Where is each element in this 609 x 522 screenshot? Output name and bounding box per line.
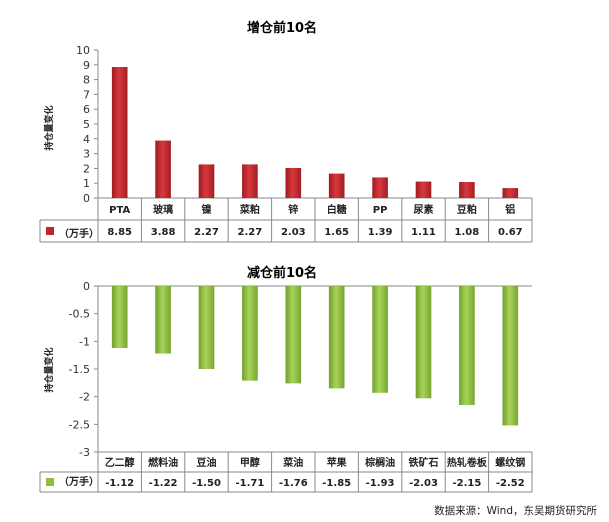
chart1-bar xyxy=(155,140,171,198)
chart1-value-label: 2.27 xyxy=(238,227,263,238)
chart1-plot: 012345678910PTA8.85玻璃3.88镍2.27菜粕2.27锌2.0… xyxy=(39,44,533,243)
chart2-category-label: 铁矿石 xyxy=(409,456,439,469)
chart1-unit-label: （万手） xyxy=(59,227,99,240)
chart1-category-label: 菜粕 xyxy=(239,203,260,216)
chart1-y-tick-label: 6 xyxy=(83,103,90,116)
chart2-value-label: -2.03 xyxy=(409,478,438,489)
chart2-y-tick-label: 0 xyxy=(83,280,90,293)
chart2-bar xyxy=(372,286,388,393)
chart2-bar xyxy=(285,286,302,384)
chart2-bar xyxy=(328,286,345,389)
chart1-value-label: 2.03 xyxy=(281,227,306,238)
chart1-value-label: 1.39 xyxy=(368,227,393,238)
chart2-y-tick-label: -3 xyxy=(79,446,90,459)
chart2-title: 减仓前10名 xyxy=(247,265,317,281)
chart2-value-label: -2.52 xyxy=(496,478,525,489)
source-note: 数据来源：Wind，东吴期货研究所 xyxy=(434,504,597,517)
chart2-value-label: -1.50 xyxy=(192,478,221,489)
chart1-y-tick-label: 2 xyxy=(83,162,90,175)
chart2-category-label: 螺纹钢 xyxy=(495,456,525,469)
chart2-category-label: 热轧卷板 xyxy=(447,456,488,469)
chart1-y-tick-label: 7 xyxy=(83,88,90,101)
chart2-value-label: -2.15 xyxy=(452,478,481,489)
chart1-bar xyxy=(328,173,345,198)
chart2-bar xyxy=(459,286,475,405)
chart2-category-label: 燃料油 xyxy=(148,456,178,469)
chart1-title: 增仓前10名 xyxy=(247,20,317,36)
chart2-value-label: -1.22 xyxy=(149,478,178,489)
chart2-value-label: -1.76 xyxy=(279,478,308,489)
chart1-bar xyxy=(285,167,302,198)
chart2-category-label: 豆油 xyxy=(197,456,217,469)
chart1-category-label: 镍 xyxy=(202,203,212,216)
chart1-y-tick-label: 1 xyxy=(83,177,90,190)
chart1-value-label: 0.67 xyxy=(498,227,523,238)
chart1-legend-swatch xyxy=(46,227,54,235)
chart2-value-label: -1.85 xyxy=(322,478,351,489)
chart1-value-label: 8.85 xyxy=(107,227,132,238)
chart1-bar xyxy=(459,182,475,198)
chart1-category-label: 豆粕 xyxy=(457,203,477,216)
chart2-bar xyxy=(415,286,432,399)
chart2-ylabel: 持仓量变化 xyxy=(43,347,55,392)
chart2-bar xyxy=(242,286,258,381)
chart1-bar xyxy=(198,164,215,198)
chart1-category-label: 玻璃 xyxy=(153,203,173,216)
chart2-value-label: -1.12 xyxy=(105,478,134,489)
chart2-value-label: -1.71 xyxy=(235,478,264,489)
chart2-y-tick-label: -0.5 xyxy=(69,308,90,321)
chart2-category-label: 乙二醇 xyxy=(105,456,135,469)
chart2-category-label: 菜油 xyxy=(282,456,303,469)
chart2-category-label: 甲醇 xyxy=(240,456,260,469)
chart1-bar xyxy=(372,177,388,198)
chart1-value-label: 1.65 xyxy=(324,227,349,238)
chart2-legend-swatch xyxy=(46,478,54,486)
chart2-plot: 0 -0.5 -1 -1.5 -2 -2.5 -3 乙二醇 -1.12 燃料油 -1.22 豆油 -1.… xyxy=(39,280,533,493)
chart1-value-label: 1.08 xyxy=(455,227,480,238)
chart1-value-label: 3.88 xyxy=(151,227,176,238)
chart1-y-tick-label: 10 xyxy=(76,44,90,57)
chart2-bar xyxy=(111,286,128,348)
chart1-y-tick-label: 3 xyxy=(83,148,90,161)
chart1-category-label: 锌 xyxy=(288,203,298,216)
chart1-category-label: 铝 xyxy=(505,203,515,216)
chart1-category-label: 尿素 xyxy=(414,203,434,216)
chart2-value-label: -1.93 xyxy=(366,478,395,489)
chart1-y-tick-label: 4 xyxy=(83,133,90,146)
chart1-category-label: PP xyxy=(373,205,388,216)
chart2-unit-label: （万手） xyxy=(59,475,99,488)
chart1-bar xyxy=(415,181,432,198)
chart2-category-label: 棕榈油 xyxy=(364,456,395,469)
chart1-category-label: PTA xyxy=(109,205,130,216)
chart1-bar xyxy=(111,67,128,199)
chart2-bar xyxy=(502,286,519,426)
chart1-y-tick-label: 0 xyxy=(83,192,90,205)
chart1-y-tick-label: 5 xyxy=(83,118,90,131)
chart1-bar xyxy=(242,164,258,198)
chart1-y-tick-label: 9 xyxy=(83,59,90,72)
chart2-y-tick-label: -2.5 xyxy=(69,418,90,431)
chart1-y-tick-label: 8 xyxy=(83,74,90,87)
chart1-bar xyxy=(502,188,519,198)
chart2-y-tick-label: -1.5 xyxy=(69,363,90,376)
chart2-y-tick-label: -1 xyxy=(79,335,90,348)
chart2-bar xyxy=(198,286,215,369)
chart1-ylabel: 持仓量变化 xyxy=(43,105,55,150)
chart2-y-tick-label: -2 xyxy=(79,391,90,404)
chart2-bar xyxy=(155,286,171,354)
chart1-value-label: 2.27 xyxy=(194,227,219,238)
chart1-category-label: 白糖 xyxy=(327,203,347,216)
chart2-category-label: 苹果 xyxy=(327,456,348,469)
chart1-value-label: 1.11 xyxy=(411,227,436,238)
